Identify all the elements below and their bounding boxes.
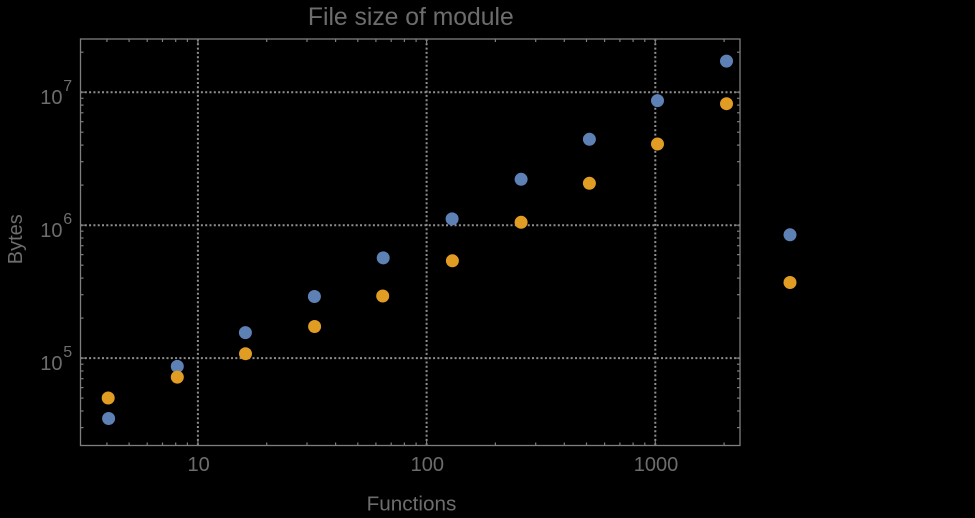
svg-text:10: 10 [40, 353, 62, 375]
svg-text:10: 10 [40, 87, 62, 109]
svg-text:Functions: Functions [367, 493, 457, 513]
svg-text:File size of module: File size of module [308, 4, 514, 31]
svg-text:7: 7 [63, 78, 72, 95]
svg-text:100: 100 [411, 454, 444, 476]
svg-text:1000: 1000 [634, 454, 679, 476]
svg-text:5: 5 [63, 344, 72, 361]
svg-text:Bytes: Bytes [5, 214, 27, 264]
svg-text:10: 10 [187, 454, 209, 476]
svg-text:6: 6 [63, 211, 72, 228]
svg-text:10: 10 [40, 220, 62, 242]
